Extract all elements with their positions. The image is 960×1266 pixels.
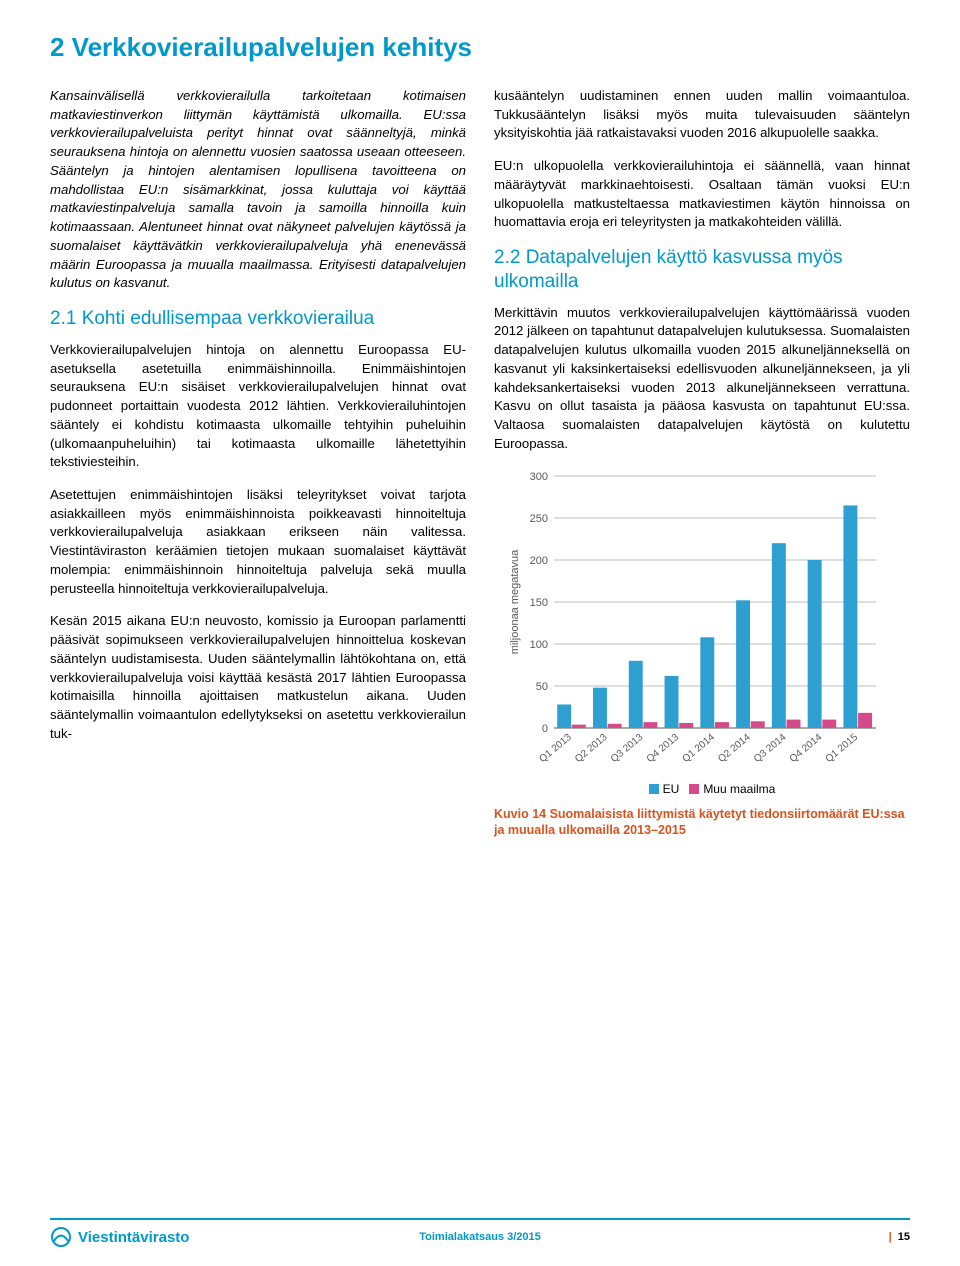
svg-text:Q1 2013: Q1 2013 — [537, 731, 574, 764]
page-footer: Viestintävirasto Toimialakatsaus 3/2015 … — [50, 1218, 910, 1248]
svg-text:Q2 2013: Q2 2013 — [573, 731, 610, 764]
svg-text:Q1 2014: Q1 2014 — [680, 731, 717, 764]
body-paragraph: Asetettujen enimmäishintojen lisäksi tel… — [50, 486, 466, 598]
chart-legend: EU Muu maailma — [504, 782, 910, 796]
section-2-2-heading: 2.2 Datapalvelujen käyttö kasvussa myös … — [494, 246, 910, 294]
body-paragraph: Kesän 2015 aikana EU:n neuvosto, komissi… — [50, 612, 466, 743]
section-2-1-heading: 2.1 Kohti edullisempaa verkkovierailua — [50, 307, 466, 331]
svg-text:Q3 2014: Q3 2014 — [752, 731, 789, 764]
chart-svg: 0 50 100 150 200 250 300 miljoonaa megatavua Q1 … — [504, 468, 884, 778]
body-paragraph: kusääntelyn uudistaminen ennen uuden mal… — [494, 87, 910, 143]
legend-label: Muu maailma — [703, 782, 775, 796]
footer-center-text: Toimialakatsaus 3/2015 — [50, 1231, 910, 1243]
left-column: Kansainvälisellä verkkovierailulla tarko… — [50, 87, 466, 839]
svg-text:100: 100 — [530, 639, 548, 651]
body-paragraph: Merkittävin muutos verkkovierailupalvelu… — [494, 304, 910, 454]
svg-text:0: 0 — [542, 723, 548, 735]
svg-text:Q4 2013: Q4 2013 — [645, 731, 682, 764]
svg-text:Q3 2013: Q3 2013 — [609, 731, 646, 764]
body-paragraph: EU:n ulkopuolella verkkovierailuhintoja … — [494, 157, 910, 232]
legend-label: EU — [663, 782, 680, 796]
intro-paragraph: Kansainvälisellä verkkovierailulla tarko… — [50, 87, 466, 293]
right-column: kusääntelyn uudistaminen ennen uuden mal… — [494, 87, 910, 839]
svg-text:300: 300 — [530, 471, 548, 483]
svg-text:miljoonaa megatavua: miljoonaa megatavua — [509, 548, 521, 653]
page-title: 2 Verkkovierailupalvelujen kehitys — [50, 32, 910, 63]
bar-chart: 0 50 100 150 200 250 300 miljoonaa megatavua Q1 … — [504, 468, 910, 796]
body-paragraph: Verkkovierailupalvelujen hintoja on alen… — [50, 341, 466, 472]
svg-text:Q4 2014: Q4 2014 — [788, 731, 825, 764]
svg-text:50: 50 — [536, 681, 548, 693]
figure-caption: Kuvio 14 Suomalaisista liittymistä käyte… — [494, 806, 910, 840]
svg-text:200: 200 — [530, 555, 548, 567]
svg-text:Q1 2015: Q1 2015 — [824, 731, 861, 764]
svg-text:250: 250 — [530, 513, 548, 525]
svg-text:Q2 2014: Q2 2014 — [716, 731, 753, 764]
svg-text:150: 150 — [530, 597, 548, 609]
